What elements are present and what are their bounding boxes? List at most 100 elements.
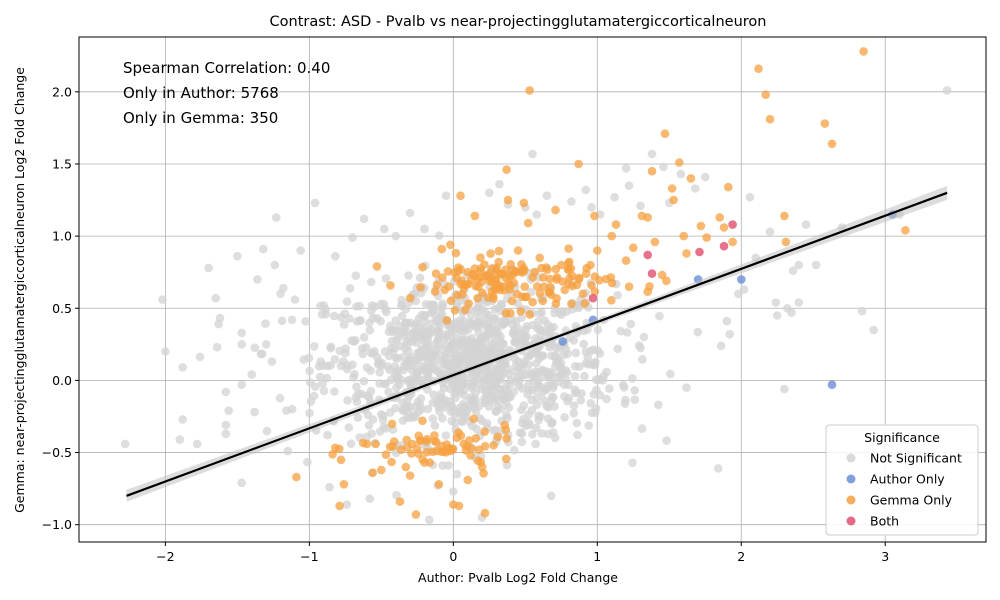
data-point-gemma-only — [451, 248, 461, 258]
series-both — [588, 220, 737, 303]
data-point-not-significant — [492, 347, 501, 356]
data-point-not-significant — [772, 311, 782, 320]
data-point-gemma-only — [505, 285, 514, 294]
data-point-not-significant — [331, 251, 340, 261]
regression-line-group — [126, 185, 948, 502]
data-point-gemma-only — [590, 211, 599, 221]
data-point-gemma-only — [480, 508, 490, 518]
data-point-not-significant — [532, 400, 542, 410]
data-point-not-significant — [326, 361, 336, 370]
data-point-not-significant — [420, 311, 430, 321]
data-point-not-significant — [628, 458, 637, 468]
data-point-not-significant — [343, 396, 352, 405]
data-point-gemma-only — [443, 267, 453, 276]
data-point-gemma-only — [679, 231, 688, 241]
data-point-not-significant — [495, 384, 504, 394]
data-point-not-significant — [468, 338, 478, 347]
data-point-gemma-only — [473, 456, 483, 466]
data-point-gemma-only — [765, 114, 775, 124]
data-point-not-significant — [942, 86, 952, 95]
data-point-not-significant — [428, 414, 438, 423]
data-point-not-significant — [655, 311, 664, 321]
data-point-not-significant — [359, 214, 369, 224]
data-point-gemma-only — [519, 198, 529, 208]
data-point-not-significant — [584, 421, 593, 430]
data-point-not-significant — [221, 420, 231, 430]
data-point-not-significant — [403, 376, 412, 386]
data-point-not-significant — [811, 260, 821, 270]
data-point-not-significant — [449, 487, 458, 496]
data-point-gemma-only — [662, 276, 671, 286]
data-point-not-significant — [250, 343, 260, 353]
data-point-gemma-only — [464, 279, 473, 289]
data-point-not-significant — [472, 321, 481, 330]
data-point-not-significant — [630, 386, 639, 395]
data-point-not-significant — [496, 332, 505, 341]
data-point-not-significant — [342, 297, 352, 306]
data-point-not-significant — [527, 406, 537, 415]
data-point-not-significant — [237, 380, 246, 390]
legend-marker-gemma-only — [846, 495, 856, 505]
data-point-not-significant — [256, 349, 266, 359]
data-point-not-significant — [722, 316, 732, 326]
data-point-not-significant — [739, 285, 749, 294]
data-point-not-significant — [383, 362, 393, 371]
data-point-not-significant — [542, 191, 552, 200]
data-point-gemma-only — [440, 285, 449, 295]
data-point-not-significant — [636, 343, 645, 353]
data-point-not-significant — [365, 494, 375, 504]
data-point-not-significant — [253, 275, 262, 284]
data-point-not-significant — [429, 300, 439, 310]
data-point-not-significant — [455, 356, 465, 366]
data-point-not-significant — [554, 377, 563, 387]
data-point-not-significant — [434, 231, 444, 240]
data-point-not-significant — [212, 342, 222, 352]
data-point-not-significant — [579, 339, 588, 349]
data-point-gemma-only — [565, 273, 574, 283]
data-point-not-significant — [436, 389, 446, 399]
y-axis-label: Gemma: near-projectingglutamatergiccorti… — [12, 67, 27, 513]
data-point-both — [719, 241, 729, 251]
data-point-not-significant — [605, 384, 614, 393]
data-point-not-significant — [559, 350, 568, 360]
data-point-gemma-only — [650, 237, 660, 247]
data-point-not-significant — [488, 339, 497, 348]
data-point-not-significant — [421, 300, 431, 309]
data-point-gemma-only — [476, 253, 485, 262]
annotation-spearman: Spearman Correlation: 0.40 — [123, 59, 330, 77]
data-point-not-significant — [362, 432, 372, 442]
data-point-not-significant — [639, 332, 649, 342]
data-point-not-significant — [310, 198, 320, 208]
data-point-not-significant — [538, 367, 547, 376]
x-tick-label: 1 — [593, 549, 601, 564]
data-point-not-significant — [351, 393, 361, 402]
data-point-both — [588, 293, 598, 303]
x-tick-label: −2 — [156, 549, 174, 564]
data-point-gemma-only — [543, 265, 552, 275]
data-point-gemma-only — [492, 263, 501, 273]
data-point-not-significant — [391, 403, 400, 413]
data-point-not-significant — [561, 375, 571, 385]
data-point-not-significant — [581, 347, 591, 357]
data-point-not-significant — [713, 464, 723, 473]
data-point-gemma-only — [466, 451, 475, 460]
data-point-not-significant — [415, 273, 425, 283]
data-point-not-significant — [398, 405, 408, 414]
data-point-not-significant — [490, 313, 500, 323]
data-point-not-significant — [501, 398, 511, 407]
data-point-gemma-only — [496, 269, 506, 279]
data-point-not-significant — [290, 295, 300, 304]
data-point-both — [647, 269, 657, 278]
data-point-not-significant — [275, 393, 285, 403]
data-point-not-significant — [342, 500, 352, 509]
data-point-gemma-only — [473, 282, 483, 292]
data-point-gemma-only — [438, 447, 448, 457]
data-point-not-significant — [434, 402, 444, 412]
data-point-not-significant — [204, 263, 213, 273]
data-point-gemma-only — [506, 308, 515, 318]
data-point-not-significant — [622, 328, 632, 337]
data-point-not-significant — [441, 191, 451, 200]
data-point-gemma-only — [477, 462, 487, 472]
data-point-gemma-only — [463, 475, 473, 485]
data-point-not-significant — [409, 410, 419, 420]
